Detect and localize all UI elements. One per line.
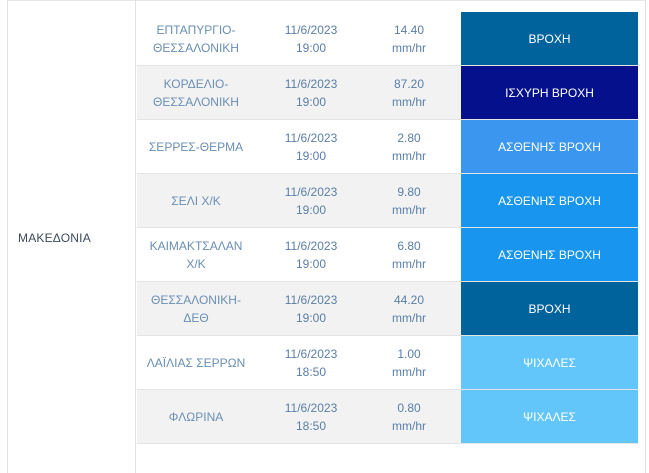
measurement-time-line: 11/6/2023	[284, 77, 338, 91]
rain-rate-line: 6.80	[397, 239, 421, 253]
rain-rate: 1.00 mm/hr	[361, 336, 457, 390]
station-name: ΣΕΛΙ Χ/Κ	[137, 174, 255, 228]
station-name-line: ΚΟΡΔΕΛΙΟ-	[163, 77, 229, 91]
station-rows: ΕΠΤΑΠΥΡΓΙΟ- ΘΕΣΣΑΛΟΝΙΚΗ 11/6/2023 19:00 14.4…	[137, 12, 638, 444]
rain-rate: 2.80 mm/hr	[361, 120, 457, 174]
station-name: ΚΟΡΔΕΛΙΟ- ΘΕΣΣΑΛΟΝΙΚΗ	[137, 66, 255, 120]
rain-status-badge: ΑΣΘΕΝΗΣ ΒΡΟΧΗ	[461, 120, 638, 173]
measurement-time-line: 11/6/2023	[284, 347, 338, 361]
measurement-time: 11/6/2023 19:00	[263, 228, 359, 282]
measurement-time: 11/6/2023 18:50	[263, 390, 359, 444]
measurement-time-line: 11/6/2023	[284, 131, 338, 145]
rain-rate-line: 44.20	[393, 293, 425, 307]
rain-rate-line: 14.40	[393, 23, 425, 37]
station-name-line: ΕΠΤΑΠΥΡΓΙΟ-	[156, 23, 236, 37]
rain-status-badge: ΑΣΘΕΝΗΣ ΒΡΟΧΗ	[461, 174, 638, 227]
rain-rate-line: mm/hr	[392, 419, 426, 433]
measurement-time-line: 19:00	[295, 203, 327, 217]
rain-rate-line: 0.80	[397, 401, 421, 415]
rain-rate-line: mm/hr	[392, 149, 426, 163]
measurement-time-line: 18:50	[295, 365, 327, 379]
rain-rate-line: mm/hr	[392, 257, 426, 271]
station-name-line: ΣΕΛΙ Χ/Κ	[171, 194, 221, 208]
rain-rate-line: 1.00	[397, 347, 421, 361]
table-row: ΛΑΪΛΙΑΣ ΣΕΡΡΩΝ 11/6/2023 18:50 1.00 mm/hr ΨΙΧ…	[137, 336, 638, 390]
measurement-time-line: 19:00	[295, 149, 327, 163]
measurement-time-line: 19:00	[295, 311, 327, 325]
region-cell: ΜΑΚΕΔΟΝΙΑ	[8, 0, 136, 473]
station-name-line: ΘΕΣΣΑΛΟΝΙΚΗ-	[151, 293, 241, 307]
table-top-border	[8, 0, 645, 1]
table-row: ΘΕΣΣΑΛΟΝΙΚΗ- ΔΕΘ 11/6/2023 19:00 44.20 mm/hr Β…	[137, 282, 638, 336]
table-row: ΚΟΡΔΕΛΙΟ- ΘΕΣΣΑΛΟΝΙΚΗ 11/6/2023 19:00 87.20 m…	[137, 66, 638, 120]
measurement-time-line: 18:50	[295, 419, 327, 433]
measurement-time-line: 11/6/2023	[284, 23, 338, 37]
measurement-time-line: 11/6/2023	[284, 239, 338, 253]
station-name-line: ΦΛΩΡΙΝΑ	[168, 410, 224, 424]
rain-rate: 9.80 mm/hr	[361, 174, 457, 228]
measurement-time: 11/6/2023 19:00	[263, 12, 359, 66]
rainfall-table: ΜΑΚΕΔΟΝΙΑ	[7, 0, 646, 473]
station-name-line: ΣΕΡΡΕΣ-ΘΕΡΜΑ	[148, 140, 244, 154]
rain-rate-line: mm/hr	[392, 365, 426, 379]
rain-rate: 87.20 mm/hr	[361, 66, 457, 120]
station-name-line: Χ/Κ	[186, 257, 206, 271]
table-row: ΚΑΙΜΑΚΤΣΑΛΑΝ Χ/Κ 11/6/2023 19:00 6.80 mm/hr ΑΣ…	[137, 228, 638, 282]
station-name: ΣΕΡΡΕΣ-ΘΕΡΜΑ	[137, 120, 255, 174]
station-name-line: ΛΑΪΛΙΑΣ ΣΕΡΡΩΝ	[146, 356, 246, 370]
rain-status-badge: ΙΣΧΥΡΗ ΒΡΟΧΗ	[461, 66, 638, 119]
measurement-time: 11/6/2023 18:50	[263, 336, 359, 390]
rain-status-badge: ΒΡΟΧΗ	[461, 282, 638, 335]
station-name-line: ΘΕΣΣΑΛΟΝΙΚΗ	[153, 95, 239, 109]
rain-status-badge: ΨΙΧΑΛΕΣ	[461, 390, 638, 443]
rain-rate: 0.80 mm/hr	[361, 390, 457, 444]
station-name: ΚΑΙΜΑΚΤΣΑΛΑΝ Χ/Κ	[137, 228, 255, 282]
rain-rate-line: 9.80	[397, 185, 421, 199]
station-name: ΘΕΣΣΑΛΟΝΙΚΗ- ΔΕΘ	[137, 282, 255, 336]
measurement-time-line: 19:00	[295, 41, 327, 55]
rain-rate: 14.40 mm/hr	[361, 12, 457, 66]
rain-rate-line: mm/hr	[392, 41, 426, 55]
rain-status-badge: ΑΣΘΕΝΗΣ ΒΡΟΧΗ	[461, 228, 638, 281]
measurement-time-line: 11/6/2023	[284, 185, 338, 199]
rain-rate: 6.80 mm/hr	[361, 228, 457, 282]
table-row: ΦΛΩΡΙΝΑ 11/6/2023 18:50 0.80 mm/hr ΨΙΧΑΛΕΣ	[137, 390, 638, 444]
region-label: ΜΑΚΕΔΟΝΙΑ	[18, 231, 91, 245]
measurement-time: 11/6/2023 19:00	[263, 66, 359, 120]
rain-rate-line: 2.80	[397, 131, 421, 145]
rain-rate-line: mm/hr	[392, 311, 426, 325]
measurement-time: 11/6/2023 19:00	[263, 120, 359, 174]
measurement-time-line: 11/6/2023	[284, 401, 338, 415]
station-name-line: ΘΕΣΣΑΛΟΝΙΚΗ	[153, 41, 239, 55]
table-row: ΣΕΛΙ Χ/Κ 11/6/2023 19:00 9.80 mm/hr ΑΣΘΕΝΗΣ Β…	[137, 174, 638, 228]
rain-rate-line: mm/hr	[392, 95, 426, 109]
station-name: ΦΛΩΡΙΝΑ	[137, 390, 255, 444]
station-name: ΕΠΤΑΠΥΡΓΙΟ- ΘΕΣΣΑΛΟΝΙΚΗ	[137, 12, 255, 66]
table-row: ΣΕΡΡΕΣ-ΘΕΡΜΑ 11/6/2023 19:00 2.80 mm/hr ΑΣΘΕΝ…	[137, 120, 638, 174]
rain-rate-line: mm/hr	[392, 203, 426, 217]
rain-rate: 44.20 mm/hr	[361, 282, 457, 336]
measurement-time-line: 19:00	[295, 257, 327, 271]
rain-status-badge: ΒΡΟΧΗ	[461, 12, 638, 65]
measurement-time: 11/6/2023 19:00	[263, 174, 359, 228]
measurement-time-line: 19:00	[295, 95, 327, 109]
station-name: ΛΑΪΛΙΑΣ ΣΕΡΡΩΝ	[137, 336, 255, 390]
station-name-line: ΚΑΙΜΑΚΤΣΑΛΑΝ	[149, 239, 243, 253]
station-name-line: ΔΕΘ	[183, 311, 209, 325]
rain-status-badge: ΨΙΧΑΛΕΣ	[461, 336, 638, 389]
table-row: ΕΠΤΑΠΥΡΓΙΟ- ΘΕΣΣΑΛΟΝΙΚΗ 11/6/2023 19:00 14.4…	[137, 12, 638, 66]
measurement-time: 11/6/2023 19:00	[263, 282, 359, 336]
measurement-time-line: 11/6/2023	[284, 293, 338, 307]
rain-rate-line: 87.20	[393, 77, 425, 91]
